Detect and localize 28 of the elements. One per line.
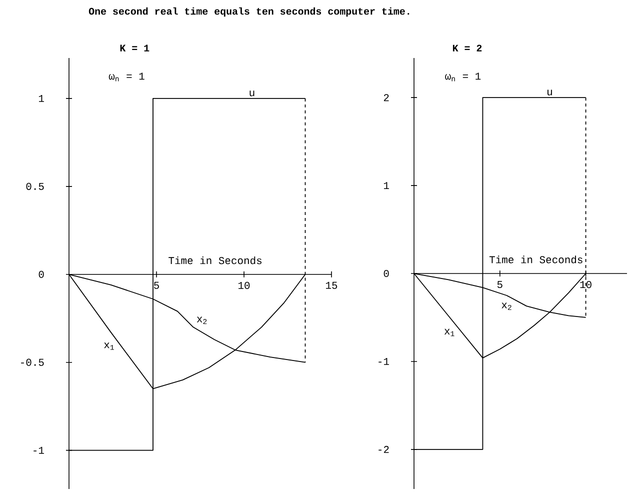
y-tick-label: -1 — [34, 446, 44, 454]
x-axis-title: Time in Seconds — [489, 256, 582, 264]
series-label: u — [250, 90, 254, 96]
y-tick-label: 2 — [384, 94, 389, 102]
x-axis-title: Time in Seconds — [168, 256, 262, 264]
x-tick-label: 10 — [580, 281, 592, 288]
y-tick-label: -2 — [378, 446, 389, 453]
y-tick-label: 1 — [38, 95, 44, 102]
x-tick-label: 10 — [238, 282, 250, 290]
y-tick-label: -1 — [378, 358, 389, 365]
x-tick-label: 15 — [326, 282, 338, 289]
y-tick-label: 0.5 — [26, 182, 44, 190]
chart-title: K = 2 — [452, 44, 482, 52]
y-tick-label: -0.5 — [21, 358, 44, 366]
y-tick-label: 0 — [384, 270, 389, 278]
text: One second real time equals ten seconds computer time. — [88, 7, 410, 17]
y-tick-label: 1 — [384, 182, 389, 189]
chart-title: K = 1 — [120, 44, 150, 52]
text: ω$_{n}$ = 1 — [445, 72, 481, 82]
x-tick-label: 5 — [497, 281, 502, 288]
series-label: x$_{2}$ — [196, 316, 207, 324]
text: ω$_{n}$ = 1 — [108, 72, 144, 82]
series-label: x$_{1}$ — [104, 342, 114, 350]
series-label: u — [548, 90, 552, 96]
y-tick-label: 0 — [38, 270, 44, 278]
series-label: x$_{1}$ — [444, 328, 454, 336]
series-label: x$_{2}$ — [502, 302, 512, 310]
x-tick-label: 5 — [154, 282, 159, 289]
